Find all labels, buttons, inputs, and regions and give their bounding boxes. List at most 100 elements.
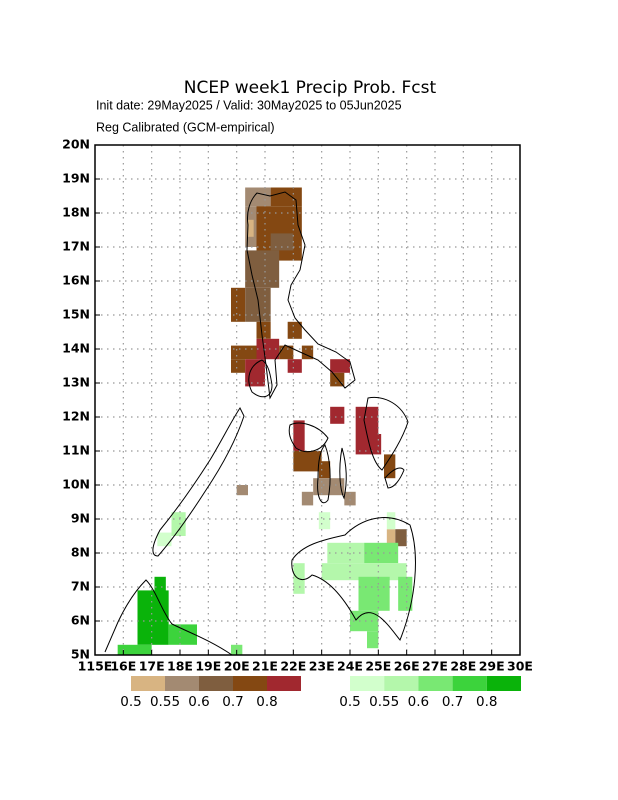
y-tick-label: 6N [71, 613, 90, 628]
prob-cell [117, 644, 152, 655]
legend-swatch [165, 676, 199, 691]
x-tick-label: 22E [280, 659, 306, 674]
prob-cell [330, 359, 350, 373]
grid [95, 145, 520, 655]
y-tick-label: 15N [62, 307, 90, 322]
legend: 0.5 0.55 0.6 0.7 0.8 0.5 0.55 0.6 0.7 0.8 [120, 676, 521, 710]
x-tick-label: 18E [167, 659, 193, 674]
prob-cell [270, 233, 294, 251]
legend-label: 0.8 [476, 694, 497, 710]
y-tick-label: 12N [62, 409, 90, 424]
prob-cell [287, 359, 302, 373]
prob-cell [364, 542, 399, 564]
legend-label: 0.6 [408, 694, 429, 710]
prob-cell [301, 491, 314, 506]
x-tick-label: 19E [195, 659, 221, 674]
legend-swatch [233, 676, 267, 691]
x-tick-label: 17E [139, 659, 165, 674]
prob-cell [344, 491, 356, 506]
prob-cell [293, 420, 305, 451]
prob-cell [386, 512, 396, 530]
coastline [248, 359, 273, 398]
prob-cell [231, 345, 257, 360]
coastline [288, 422, 329, 453]
x-tick-label: 27E [422, 659, 448, 674]
coastline [152, 407, 245, 557]
prob-cell [287, 321, 302, 339]
cells [117, 187, 413, 655]
legend-swatch [384, 676, 419, 691]
legend-label: 0.5 [339, 694, 360, 710]
legend-label: 0.55 [369, 694, 399, 710]
prob-cell [398, 576, 413, 611]
coastline [363, 396, 409, 471]
y-tick-label: 19N [62, 171, 90, 186]
coastline [384, 467, 405, 489]
prob-cell [318, 461, 331, 479]
prob-cell [245, 287, 271, 322]
coastline [104, 579, 233, 656]
x-tick-label: 24E [337, 659, 363, 674]
title: NCEP week1 Precip Prob. Fcst [184, 78, 437, 98]
prob-cell [270, 187, 302, 207]
prob-cell [245, 250, 280, 288]
y-tick-label: 10N [62, 477, 90, 492]
y-tick-label: 7N [71, 579, 90, 594]
prob-cell [355, 406, 379, 434]
prob-cell [168, 624, 197, 645]
y-tick-label: 14N [62, 341, 90, 356]
legend-label: 0.7 [442, 694, 463, 710]
legend-swatch [350, 676, 385, 691]
prob-cell [231, 359, 246, 373]
legend-swatch [267, 676, 301, 691]
prob-cell [137, 590, 169, 645]
prob-cell [245, 187, 271, 207]
legend-label: 0.8 [256, 694, 277, 710]
prob-cell [355, 434, 382, 455]
coastline [291, 517, 416, 641]
prob-cell [293, 451, 322, 472]
prob-cell [313, 478, 345, 496]
y-tick-label: 16N [62, 273, 90, 288]
prob-cell [236, 485, 248, 496]
prob-cell [395, 529, 407, 547]
prob-cell [321, 563, 407, 581]
y-tick-label: 8N [71, 545, 90, 560]
subtitle: Init date: 29May2025 / Valid: 30May2025 … [96, 98, 402, 112]
legend-swatch [131, 676, 165, 691]
coastlines [104, 191, 416, 656]
prob-cell [231, 287, 246, 322]
prob-cell [384, 454, 396, 479]
legend-label: 0.6 [188, 694, 209, 710]
y-tick-label: 20N [62, 137, 90, 152]
x-tick-label: 29E [479, 659, 505, 674]
prob-cell [301, 345, 314, 360]
prob-cell [358, 576, 390, 611]
x-tick-label: 115E [78, 659, 113, 674]
x-tick-label: 30E [507, 659, 533, 674]
y-tick-label: 9N [71, 511, 90, 526]
prob-cell [256, 321, 271, 339]
legend-swatch [452, 676, 487, 691]
prob-cell [154, 576, 166, 594]
prob-cell [245, 359, 265, 387]
prob-cell [157, 532, 172, 547]
legend-swatch [486, 676, 521, 691]
x-tick-label: 16E [110, 659, 136, 674]
coastline [246, 191, 356, 400]
legend-swatch [199, 676, 233, 691]
legend-label: 0.55 [150, 694, 180, 710]
prob-cell [386, 529, 396, 547]
prob-cell [248, 219, 254, 237]
prob-cell [318, 512, 331, 530]
legend-swatch [418, 676, 453, 691]
x-tick-label: 28E [450, 659, 476, 674]
prob-cell [350, 610, 379, 632]
x-tick-label: 20E [224, 659, 250, 674]
x-tick-label: 26E [394, 659, 420, 674]
legend-label: 0.5 [120, 694, 141, 710]
coastline [339, 447, 347, 500]
y-tick-label: 13N [62, 375, 90, 390]
